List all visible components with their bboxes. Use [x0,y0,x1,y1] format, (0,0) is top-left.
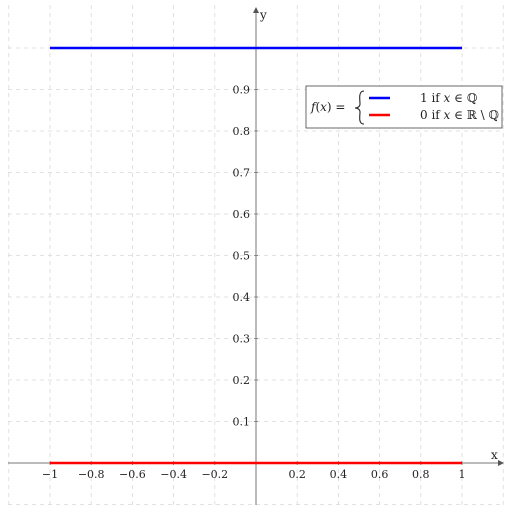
axes: x y [8,7,504,505]
x-tick-label: −0.6 [119,468,146,481]
x-tick-label: 0.4 [330,468,348,481]
y-tick-label: 0.4 [233,291,251,304]
series-lines [50,46,462,465]
x-axis-label: x [491,448,498,462]
y-tick-label: 0.7 [233,167,251,180]
legend-brace [354,90,365,125]
x-tick-label: 0.2 [288,468,306,481]
y-tick-label: 0.9 [233,84,251,97]
x-tick-label: −0.2 [201,468,228,481]
x-tick-label: −0.8 [78,468,105,481]
y-tick-label: 0.6 [233,208,251,221]
legend: f(x) = 1 if x ∈ ℚ 0 if x ∈ ℝ \ ℚ [305,85,503,129]
y-axis-arrowhead [253,7,259,13]
legend-label-rational: 1 if x ∈ ℚ [420,91,477,105]
x-tick-label: 0.8 [412,468,430,481]
legend-prefix: f(x) = [310,100,345,114]
y-tick-label: 0.3 [233,333,251,346]
y-axis-label: y [259,8,267,22]
y-tick-label: 0.8 [233,125,251,138]
x-tick-label: −1 [42,468,58,481]
x-tick-label: 0.6 [371,468,389,481]
legend-label-irrational: 0 if x ∈ ℝ \ ℚ [420,108,499,122]
tick-labels: −1 −0.8 −0.6 −0.4 −0.2 0.2 0.4 0.6 0.8 1 0.1 0.2 0.3… [42,84,466,482]
y-tick-label: 0.5 [233,250,251,263]
y-tick-label: 0.2 [233,374,251,387]
legend-box [305,85,503,129]
x-tick-label: 1 [459,468,466,481]
x-tick-label: −0.4 [160,468,187,481]
x-axis-arrowhead [498,460,504,466]
y-tick-label: 0.1 [233,416,251,429]
